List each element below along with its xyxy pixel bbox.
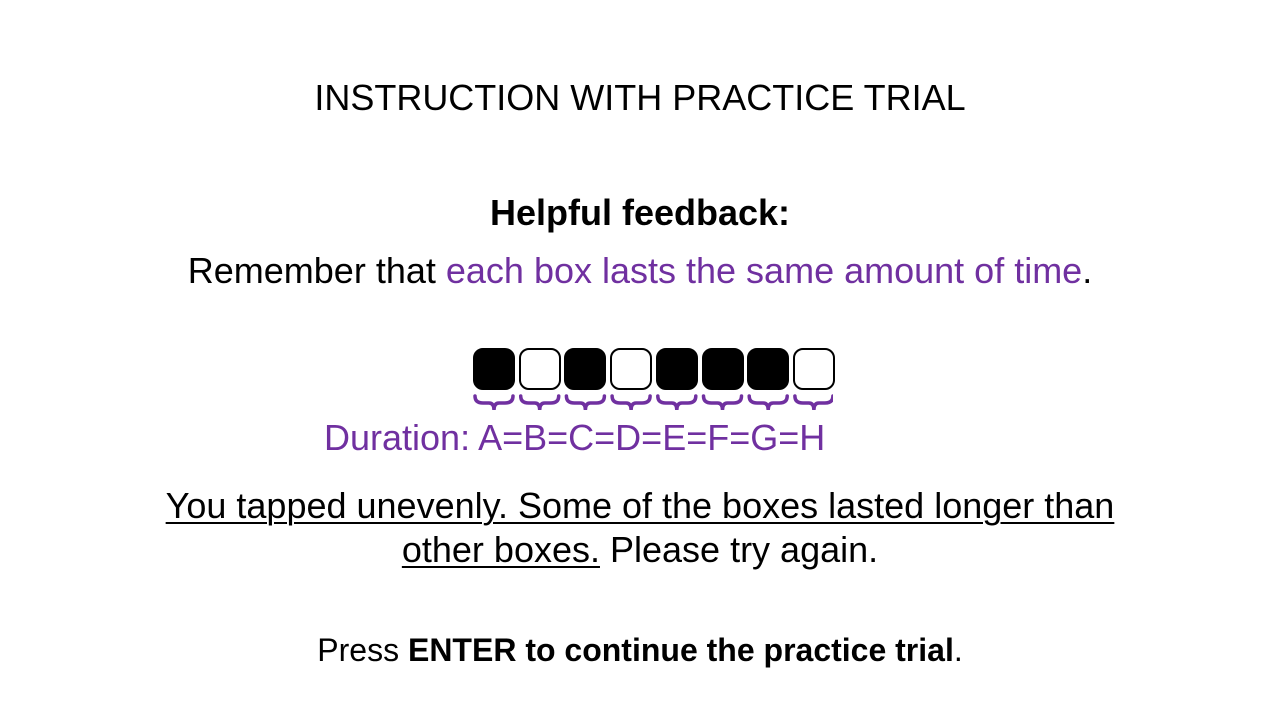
rhythm-box-row	[473, 348, 835, 390]
rhythm-box-empty	[519, 348, 561, 390]
duration-brace	[473, 394, 515, 411]
duration-brace	[610, 394, 652, 411]
feedback-rest: Please try again.	[599, 529, 879, 570]
duration-brace	[793, 394, 833, 411]
rhythm-box-filled	[656, 348, 698, 390]
duration-brace	[564, 394, 607, 411]
remember-message: Remember that each box lasts the same am…	[0, 251, 1280, 291]
feedback-heading: Helpful feedback:	[489, 192, 791, 233]
feedback-underlined-line2: other boxes.	[401, 529, 600, 570]
rhythm-box-filled	[564, 348, 606, 390]
duration-brace	[518, 394, 561, 411]
continue-instruction: Press ENTER to continue the practice tri…	[0, 632, 1280, 668]
page-title: INSTRUCTION WITH PRACTICE TRIAL	[314, 77, 966, 118]
remember-highlight: each box lasts the same amount of time	[445, 250, 1083, 291]
duration-braces	[473, 394, 833, 411]
feedback-underlined-line1: You tapped unevenly. Some of the boxes l…	[165, 485, 1115, 526]
remember-suffix: .	[1082, 250, 1093, 291]
rhythm-box-empty	[793, 348, 835, 390]
rhythm-box-filled	[747, 348, 789, 390]
duration-label: Duration: A=B=C=D=E=F=G=H	[324, 417, 826, 458]
remember-prefix: Remember that	[187, 250, 446, 291]
press-suffix: .	[953, 632, 963, 668]
press-prefix: Press	[317, 632, 408, 668]
tapping-feedback: You tapped unevenly. Some of the boxes l…	[140, 484, 1140, 572]
rhythm-box-empty	[610, 348, 652, 390]
duration-brace	[656, 394, 698, 411]
duration-brace	[747, 394, 789, 411]
rhythm-box-filled	[702, 348, 744, 390]
press-enter-text: ENTER to continue the practice trial	[407, 632, 954, 668]
rhythm-box-filled	[473, 348, 515, 390]
duration-brace	[701, 394, 744, 411]
